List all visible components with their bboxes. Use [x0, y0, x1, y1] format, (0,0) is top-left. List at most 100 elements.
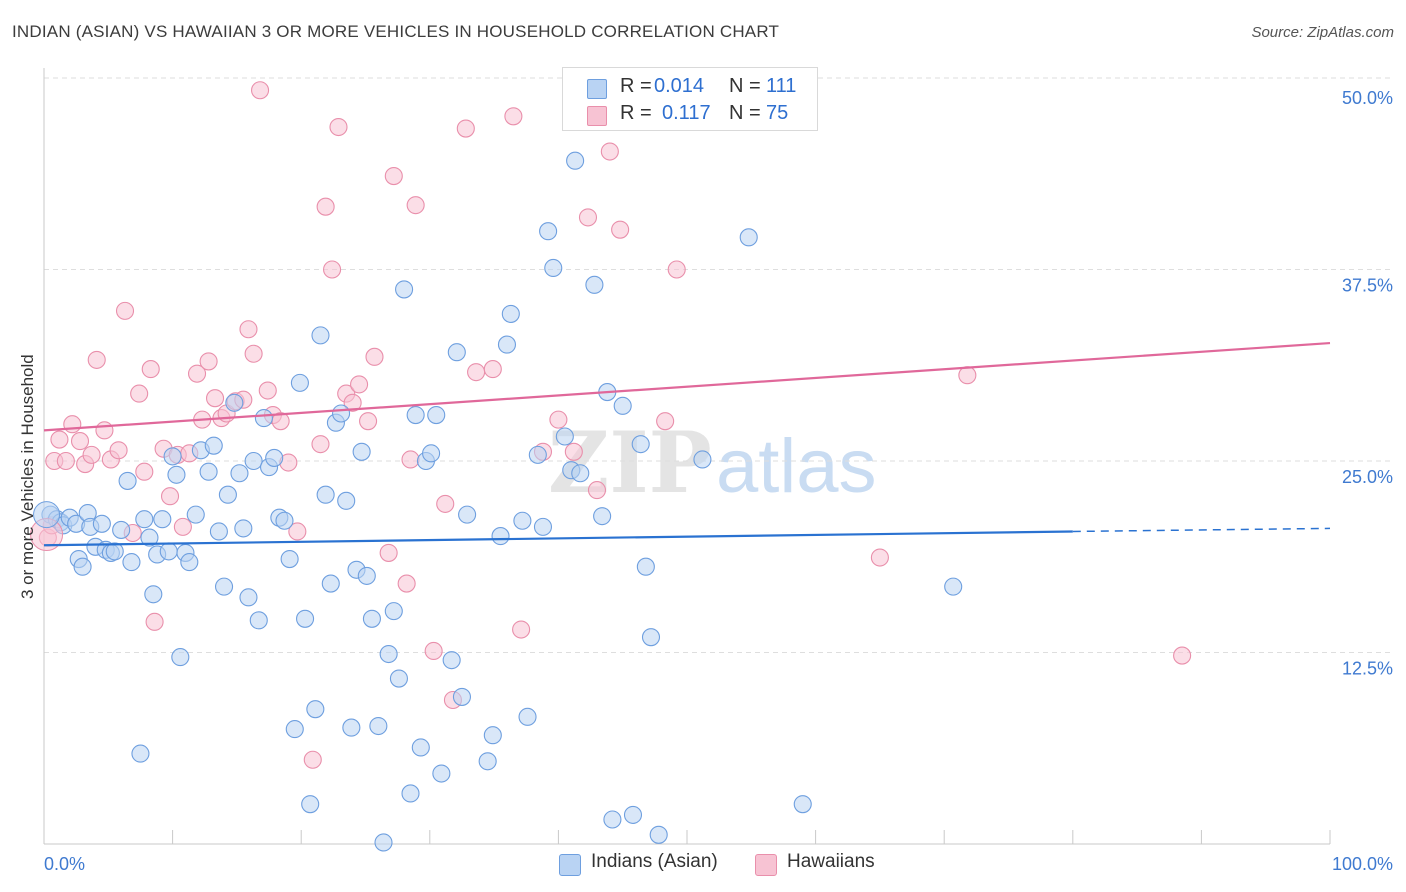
data-point-hawaiians	[82, 445, 101, 464]
data-point-indians	[362, 609, 381, 628]
data-point-hawaiians	[359, 412, 378, 431]
y-tick-label: 25.0%	[1342, 467, 1393, 487]
trend-line-hawaiians	[43, 341, 1331, 432]
data-point-hawaiians	[173, 517, 192, 536]
legend-n-label: N =	[729, 75, 761, 97]
data-point-indians	[369, 716, 388, 736]
legend-swatch-hawaiians	[587, 106, 607, 126]
data-point-indians	[249, 611, 268, 630]
data-point-hawaiians	[504, 107, 523, 126]
data-point-indians	[321, 574, 340, 593]
data-point-indians	[636, 557, 655, 576]
y-tick-label: 50.0%	[1342, 88, 1393, 108]
bottom-legend-label-hawaiians: Hawaiians	[787, 851, 875, 872]
data-point-hawaiians	[70, 432, 90, 451]
data-point-indians	[92, 514, 111, 533]
data-point-indians	[739, 228, 758, 247]
data-point-hawaiians	[578, 208, 598, 227]
data-point-indians	[244, 451, 263, 471]
chart-title: INDIAN (ASIAN) VS HAWAIIAN 3 OR MORE VEH…	[12, 22, 780, 41]
legend-n-value: 75	[766, 102, 789, 124]
data-point-indians	[144, 585, 163, 604]
bottom-legend-label-indians: Indians (Asian)	[591, 851, 718, 872]
data-point-indians	[135, 510, 154, 529]
data-point-indians	[544, 258, 563, 278]
data-point-indians	[285, 720, 304, 739]
data-point-hawaiians	[406, 196, 425, 215]
data-point-hawaiians	[958, 366, 977, 385]
y-tick-label: 12.5%	[1342, 659, 1393, 679]
data-point-indians	[159, 542, 178, 561]
data-point-hawaiians	[401, 450, 420, 469]
data-point-indians	[73, 557, 92, 576]
data-point-indians	[254, 409, 273, 428]
data-point-indians	[442, 651, 461, 670]
data-point-indians	[112, 520, 131, 539]
data-point-indians	[316, 485, 335, 504]
data-point-indians	[171, 648, 190, 667]
data-point-indians	[122, 553, 141, 572]
watermark-atlas: atlas	[716, 424, 877, 509]
data-point-indians	[33, 501, 61, 529]
y-tick-label: 37.5%	[1342, 276, 1393, 296]
data-point-hawaiians	[483, 360, 502, 379]
data-point-hawaiians	[379, 543, 398, 562]
data-point-hawaiians	[384, 166, 403, 186]
legend-r-value: 0.117	[662, 102, 711, 124]
data-point-hawaiians	[135, 462, 154, 481]
data-point-indians	[641, 628, 661, 647]
data-point-hawaiians	[343, 393, 362, 412]
data-point-indians	[585, 275, 604, 294]
data-point-indians	[649, 825, 668, 844]
data-point-indians	[528, 445, 547, 464]
data-point-hawaiians	[50, 430, 69, 449]
legend-r-value: 0.014	[654, 75, 705, 97]
data-point-hawaiians	[549, 410, 568, 429]
data-point-indians	[603, 810, 622, 829]
stats-legend: R = 0.014 N = 111 R = 0.117 N = 75	[562, 67, 818, 131]
data-point-indians	[374, 833, 393, 852]
data-point-hawaiians	[365, 347, 384, 366]
data-point-indians	[118, 471, 137, 490]
data-point-indians	[214, 577, 234, 596]
data-point-hawaiians	[87, 350, 106, 369]
data-point-indians	[140, 528, 159, 547]
x-tick-label: 100.0%	[1332, 854, 1393, 874]
data-point-indians	[105, 542, 124, 561]
data-point-indians	[497, 335, 517, 354]
data-point-indians	[153, 510, 172, 529]
data-point-hawaiians	[145, 612, 164, 631]
data-point-indians	[613, 396, 632, 415]
data-point-indians	[290, 373, 309, 392]
data-point-indians	[483, 726, 502, 745]
data-point-hawaiians	[667, 260, 686, 279]
data-point-hawaiians	[424, 641, 443, 661]
data-point-indians	[199, 462, 218, 481]
data-point-hawaiians	[288, 522, 307, 541]
bottom-legend-indians: Indians (Asian)	[559, 851, 739, 877]
data-point-hawaiians	[141, 360, 160, 379]
data-point-hawaiians	[115, 301, 135, 320]
data-point-hawaiians	[95, 421, 114, 440]
data-point-indians	[389, 669, 408, 688]
data-point-indians	[452, 687, 472, 706]
data-point-indians	[379, 644, 398, 664]
data-point-hawaiians	[350, 375, 369, 394]
data-point-hawaiians	[160, 487, 180, 506]
data-point-indians	[491, 527, 510, 546]
data-point-hawaiians	[1173, 646, 1192, 665]
data-point-indians	[186, 505, 205, 524]
data-point-hawaiians	[109, 441, 128, 460]
trend-line-indians-extension	[1072, 527, 1331, 533]
data-point-hawaiians	[564, 442, 583, 461]
data-point-hawaiians	[323, 260, 342, 279]
data-point-indians	[623, 805, 643, 824]
data-point-hawaiians	[467, 363, 486, 382]
data-point-hawaiians	[397, 574, 416, 593]
data-point-hawaiians	[512, 620, 531, 639]
data-point-hawaiians	[244, 344, 263, 363]
legend-n-value: 111	[766, 75, 797, 97]
data-point-indians	[296, 609, 315, 628]
data-point-indians	[342, 718, 361, 737]
